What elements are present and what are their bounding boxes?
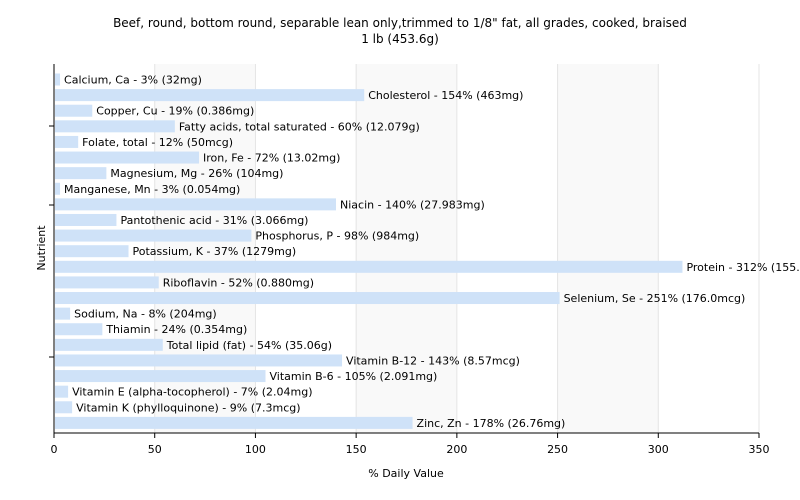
x-tick-label: 50 xyxy=(148,443,162,456)
bar xyxy=(55,292,560,305)
bar-label: Thiamin - 24% (0.354mg) xyxy=(105,323,247,336)
axes: 0 50 100 150 200 250 300 350 xyxy=(49,64,770,456)
bar-label: Vitamin K (phylloquinone) - 9% (7.3mcg) xyxy=(76,401,300,414)
bar xyxy=(55,245,129,258)
bar xyxy=(55,416,413,429)
bar-label: Iron, Fe - 72% (13.02mg) xyxy=(203,152,340,165)
bar xyxy=(55,385,69,398)
x-tick-label: 100 xyxy=(245,443,266,456)
x-tick-label: 200 xyxy=(446,443,467,456)
bar-label: Pantothenic acid - 31% (3.066mg) xyxy=(120,214,308,227)
bar-label: Fatty acids, total saturated - 60% (12.0… xyxy=(179,120,420,133)
x-tick-label: 250 xyxy=(547,443,568,456)
grid-band xyxy=(255,64,357,433)
bar-label: Vitamin B-6 - 105% (2.091mg) xyxy=(270,370,438,383)
x-tick-label: 0 xyxy=(51,443,58,456)
x-tick-label: 150 xyxy=(346,443,367,456)
grid-band xyxy=(456,64,558,433)
bar-label: Vitamin E (alpha-tocopherol) - 7% (2.04m… xyxy=(72,386,312,399)
bar xyxy=(55,401,73,414)
bar-label: Phosphorus, P - 98% (984mg) xyxy=(255,230,419,243)
bar xyxy=(55,151,200,164)
bar xyxy=(55,229,252,242)
bar xyxy=(55,73,61,86)
bar xyxy=(55,104,93,117)
bar-label: Cholesterol - 154% (463mg) xyxy=(368,89,523,102)
chart-title: Beef, round, bottom round, separable lea… xyxy=(113,16,687,30)
bar-label: Riboflavin - 52% (0.880mg) xyxy=(163,276,314,289)
bar xyxy=(55,167,107,180)
bar-label: Folate, total - 12% (50mcg) xyxy=(82,136,233,149)
bar xyxy=(55,307,71,320)
bar xyxy=(55,260,683,273)
bar xyxy=(55,213,117,226)
bar-label: Selenium, Se - 251% (176.0mcg) xyxy=(564,292,746,305)
bar-label: Copper, Cu - 19% (0.386mg) xyxy=(96,105,254,118)
bar-label: Sodium, Na - 8% (204mg) xyxy=(74,308,217,321)
grid-band xyxy=(356,64,457,433)
bar xyxy=(55,89,365,102)
bar xyxy=(55,182,61,195)
bar-label: Vitamin B-12 - 143% (8.57mcg) xyxy=(346,354,520,367)
bar xyxy=(55,323,103,336)
bar-label: Zinc, Zn - 178% (26.76mg) xyxy=(417,417,566,430)
bar xyxy=(55,120,175,133)
bar-label: Niacin - 140% (27.983mg) xyxy=(340,198,485,211)
chart-subtitle: 1 lb (453.6g) xyxy=(361,32,439,46)
bar-label: Manganese, Mn - 3% (0.054mg) xyxy=(64,183,240,196)
grid-band xyxy=(557,64,659,433)
bar xyxy=(55,276,159,289)
bar xyxy=(55,354,343,367)
x-tick-label: 350 xyxy=(749,443,770,456)
bar xyxy=(55,198,336,211)
bar xyxy=(55,338,163,351)
y-axis-title: Nutrient xyxy=(35,225,48,271)
bar-label: Calcium, Ca - 3% (32mg) xyxy=(64,74,202,87)
grid-band xyxy=(658,64,759,433)
bar-label: Total lipid (fat) - 54% (35.06g) xyxy=(166,339,332,352)
bar-label: Protein - 312% (155.77g) xyxy=(686,261,800,274)
bar-labels: Calcium, Ca - 3% (32mg) Cholesterol - 154… xyxy=(64,74,800,430)
x-axis-title: % Daily Value xyxy=(368,467,444,480)
x-tick-label: 300 xyxy=(648,443,669,456)
bar-label: Potassium, K - 37% (1279mg) xyxy=(133,245,297,258)
bars xyxy=(55,73,683,429)
bar-label: Magnesium, Mg - 26% (104mg) xyxy=(110,167,283,180)
bar xyxy=(55,370,266,383)
bar xyxy=(55,135,79,148)
